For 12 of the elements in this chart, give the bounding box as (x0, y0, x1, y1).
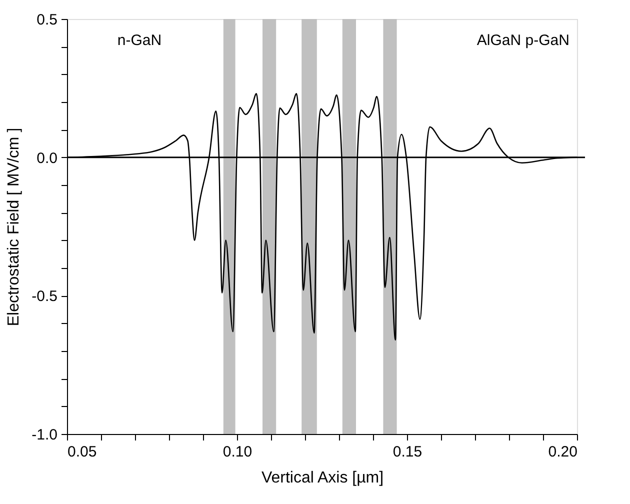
y-tick-label: 0.0 (36, 150, 58, 167)
x-tick-label: 0.15 (392, 444, 422, 460)
annotation: AlGaN p-GaN (476, 32, 570, 49)
y-tick-label: -0.5 (32, 288, 58, 306)
x-axis-title: Vertical Axis [µm] (261, 470, 384, 486)
x-tick-label: 0.20 (548, 444, 578, 460)
y-tick-label: -1.0 (32, 426, 58, 444)
annotation: n-GaN (117, 32, 162, 49)
y-tick-label: 0.5 (36, 12, 58, 28)
x-tick-label: 0.10 (222, 444, 252, 460)
y-axis-title: Electrostatic Field [ MV/cm ] (6, 128, 23, 326)
x-tick-label: 0.05 (68, 444, 97, 460)
